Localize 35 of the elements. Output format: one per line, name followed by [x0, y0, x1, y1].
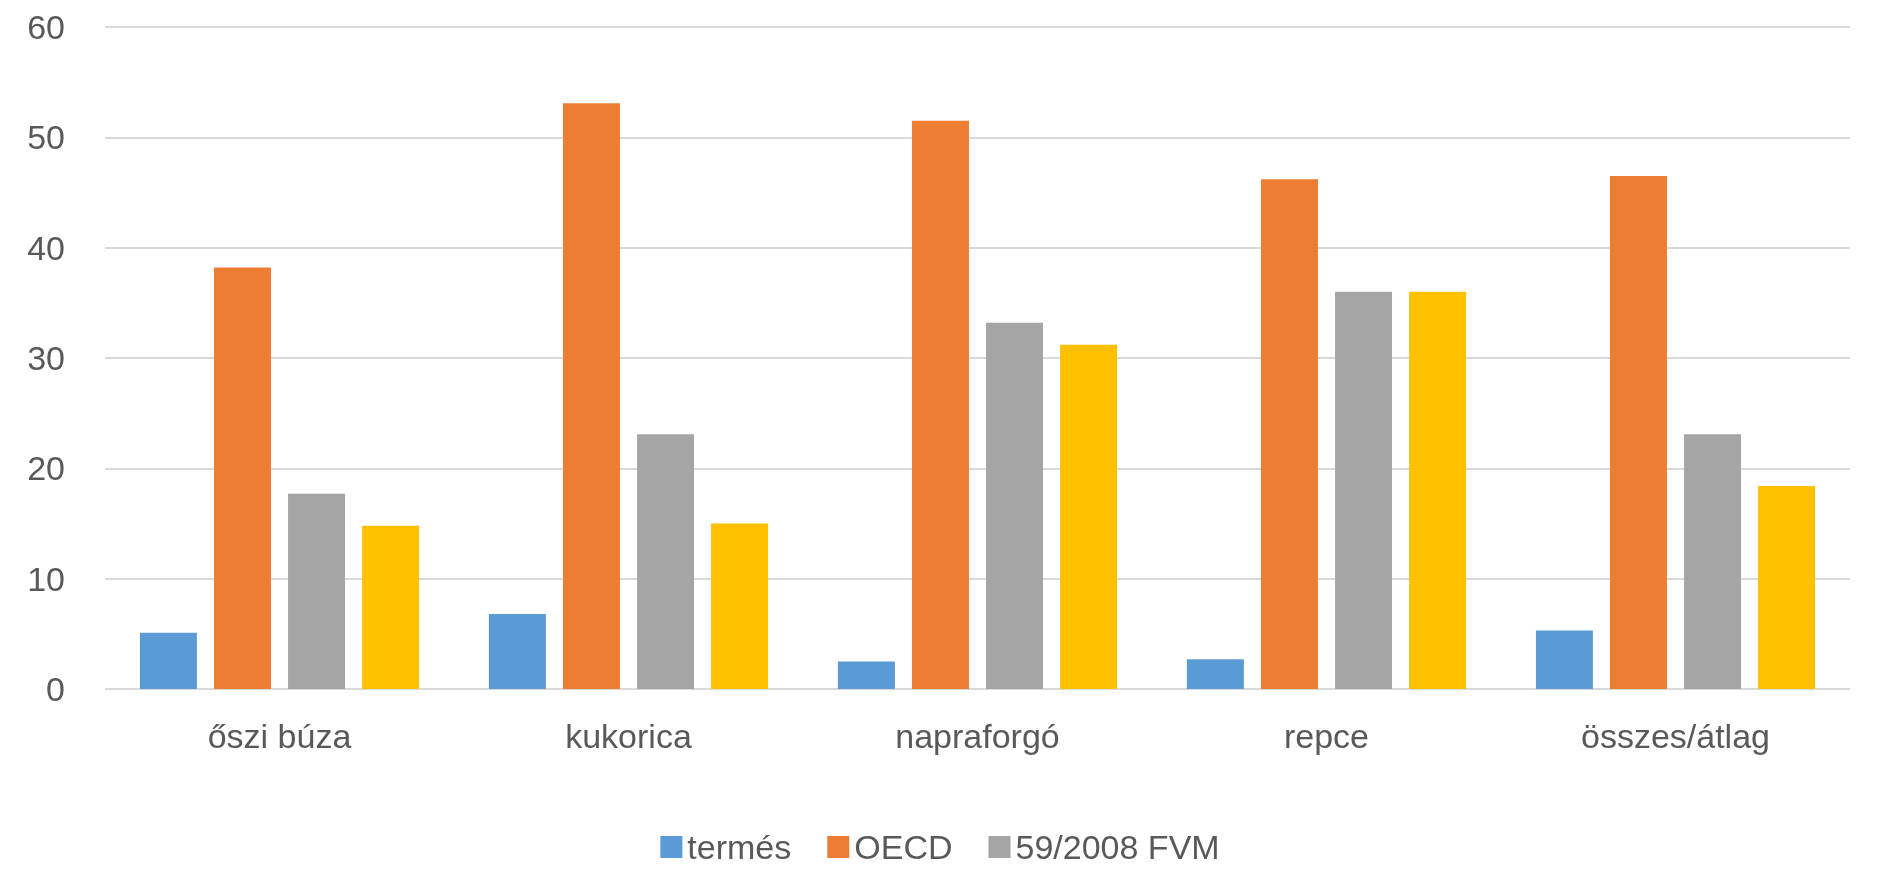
- y-tick-label: 0: [46, 670, 65, 708]
- bar: [1535, 630, 1593, 689]
- bar: [488, 613, 546, 689]
- bar: [288, 493, 346, 689]
- bar: [1260, 179, 1318, 689]
- bar: [1409, 291, 1467, 689]
- bar: [1684, 434, 1742, 689]
- bar: [1186, 659, 1244, 689]
- bar: [139, 632, 197, 689]
- bar: [986, 322, 1044, 689]
- bar: [911, 120, 969, 689]
- legend-label: 59/2008 FVM: [1015, 828, 1220, 866]
- legend-label: OECD: [854, 828, 953, 866]
- y-tick-label: 40: [27, 228, 65, 267]
- bar: [1060, 344, 1118, 689]
- bar: [1609, 175, 1667, 689]
- x-tick-label: repce: [1283, 717, 1370, 755]
- x-tick-label: kukorica: [565, 717, 692, 755]
- bar: [213, 267, 271, 689]
- bar: [362, 525, 420, 689]
- y-tick-label: 30: [27, 339, 65, 377]
- y-tick-label: 20: [27, 449, 65, 488]
- x-tick-label: összes/átlag: [1581, 717, 1770, 755]
- x-tick-label: őszi búza: [207, 717, 352, 755]
- bar: [562, 103, 620, 689]
- x-tick-label: napraforgó: [895, 717, 1060, 755]
- legend-label: termés: [687, 828, 792, 866]
- y-tick-label: 60: [27, 8, 65, 46]
- bar: [637, 434, 695, 689]
- y-tick-label: 10: [27, 559, 65, 598]
- bar: [711, 523, 769, 689]
- bar: [1758, 485, 1816, 689]
- y-tick-label: 50: [27, 118, 65, 157]
- bar: [837, 661, 895, 689]
- bar: [1335, 291, 1393, 689]
